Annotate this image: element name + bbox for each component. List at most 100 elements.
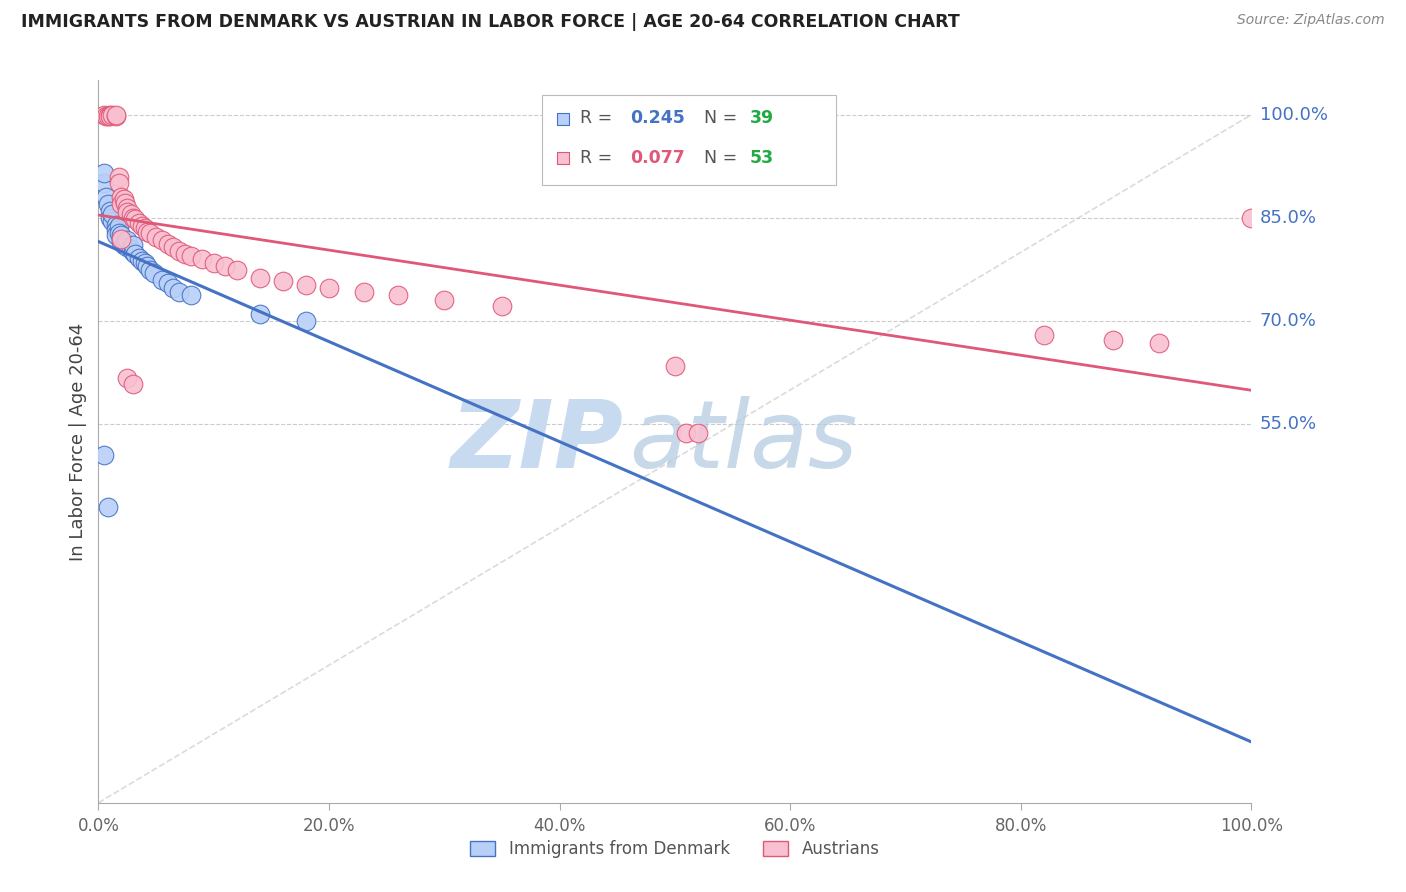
Point	[134, 255, 156, 269]
Point	[104, 109, 127, 123]
Point	[551, 181, 574, 195]
Point	[120, 242, 142, 256]
Point	[295, 314, 318, 328]
Point	[96, 190, 118, 204]
Point	[551, 144, 574, 158]
Point	[131, 219, 153, 234]
Text: 100.0%: 100.0%	[1260, 105, 1327, 124]
Point	[110, 190, 132, 204]
Point	[150, 233, 173, 247]
Point	[387, 288, 409, 302]
Point	[101, 108, 124, 122]
Point	[214, 259, 236, 273]
Text: 0.077: 0.077	[630, 149, 685, 167]
Point	[98, 211, 121, 225]
Point	[93, 177, 115, 191]
Point	[271, 274, 294, 288]
Point	[110, 228, 132, 243]
Point	[110, 197, 132, 211]
Point	[1240, 211, 1263, 225]
Point	[156, 277, 179, 291]
Point	[104, 228, 127, 243]
Point	[108, 169, 131, 184]
Point	[318, 281, 340, 295]
Y-axis label: In Labor Force | Age 20-64: In Labor Force | Age 20-64	[69, 322, 87, 561]
Point	[167, 244, 190, 258]
Text: R =: R =	[581, 109, 619, 127]
Point	[124, 212, 146, 227]
Point	[142, 266, 165, 280]
Point	[295, 278, 318, 293]
Point	[117, 201, 139, 215]
Text: R =: R =	[581, 149, 619, 167]
Point	[1102, 334, 1125, 348]
Text: 53: 53	[749, 149, 773, 167]
Point	[112, 238, 135, 252]
Point	[96, 109, 118, 123]
Point	[191, 252, 214, 267]
Point	[108, 219, 131, 234]
Text: 70.0%: 70.0%	[1260, 312, 1316, 330]
Point	[122, 377, 145, 392]
Point	[249, 307, 271, 321]
Point	[101, 207, 124, 221]
Point	[98, 108, 121, 122]
Point	[124, 246, 146, 260]
Point	[120, 207, 142, 221]
Point	[128, 216, 150, 230]
Point	[135, 225, 157, 239]
Text: 85.0%: 85.0%	[1260, 209, 1316, 227]
Text: 55.0%: 55.0%	[1260, 416, 1317, 434]
Text: 39: 39	[749, 109, 773, 127]
Point	[104, 108, 127, 122]
Point	[110, 231, 132, 245]
Point	[117, 240, 139, 254]
Point	[167, 285, 190, 300]
Point	[128, 251, 150, 265]
Point	[249, 271, 271, 285]
Point	[114, 235, 136, 249]
Point	[162, 240, 184, 254]
Point	[108, 177, 131, 191]
Point	[101, 214, 124, 228]
Point	[491, 299, 513, 313]
Point	[150, 273, 173, 287]
Text: N =: N =	[704, 109, 742, 127]
Text: atlas: atlas	[628, 396, 858, 487]
Point	[134, 221, 156, 235]
Point	[139, 226, 162, 240]
Point	[675, 425, 697, 440]
Point	[225, 262, 247, 277]
Point	[117, 205, 139, 219]
Point	[122, 238, 145, 252]
Point	[93, 108, 115, 122]
Point	[98, 204, 121, 219]
Point	[664, 359, 686, 373]
Text: 0.245: 0.245	[630, 109, 685, 127]
Point	[135, 259, 157, 273]
Point	[97, 109, 120, 123]
Point	[156, 237, 179, 252]
Point	[104, 218, 127, 232]
Point	[97, 500, 120, 514]
Point	[433, 293, 456, 308]
Point	[131, 253, 153, 268]
Point	[686, 425, 709, 440]
Point	[104, 223, 127, 237]
Point	[1147, 336, 1170, 351]
Point	[353, 285, 375, 300]
Point	[93, 448, 115, 462]
Point	[108, 226, 131, 240]
Legend: Immigrants from Denmark, Austrians: Immigrants from Denmark, Austrians	[463, 832, 887, 867]
Point	[97, 197, 120, 211]
Point	[110, 235, 132, 249]
Point	[93, 166, 115, 180]
Text: Source: ZipAtlas.com: Source: ZipAtlas.com	[1237, 13, 1385, 28]
Point	[122, 245, 145, 260]
Text: ZIP: ZIP	[450, 395, 623, 488]
Text: N =: N =	[704, 149, 742, 167]
Point	[117, 370, 139, 384]
Point	[114, 195, 136, 210]
Point	[174, 246, 197, 260]
Point	[139, 262, 162, 277]
